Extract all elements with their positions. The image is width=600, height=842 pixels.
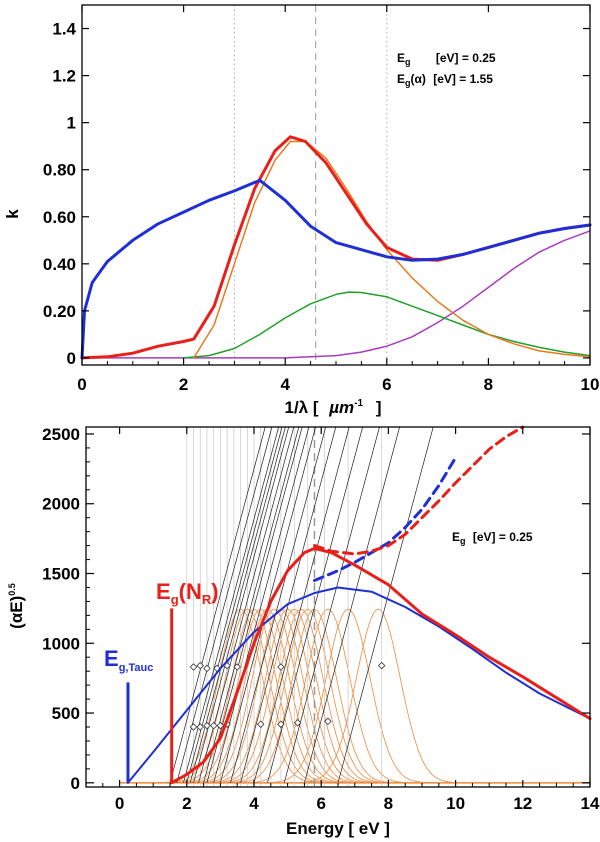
top-series-green	[182, 291, 591, 359]
bottom-x-tick-label: 2	[182, 794, 191, 813]
top-x-tick-label: 0	[77, 375, 86, 394]
top-x-tick-label: 4	[280, 375, 290, 394]
top-x-tick-label: 2	[179, 375, 188, 394]
marker-label-eg-tauc: Eg,Tauc	[104, 646, 153, 674]
top-x-tick-label: 10	[581, 375, 600, 394]
top-y-tick-label: 0.80	[43, 161, 76, 180]
diamond-marker-6	[189, 663, 198, 671]
top-y-tick-label: 0.60	[43, 208, 76, 227]
gaussian-curve-3	[153, 608, 366, 784]
top-y-tick-label: 0	[67, 349, 76, 368]
diamond-marker-1	[196, 723, 205, 731]
top-x-axis-label: 1/λ [ µm-1 ]	[285, 391, 382, 417]
diamond-marker-11	[233, 663, 241, 671]
gaussian-curve-13	[240, 608, 453, 784]
bottom-plot-frame	[85, 426, 591, 788]
bottom-y-tick-label: 500	[52, 704, 80, 723]
gaussian-curve-12	[220, 608, 433, 784]
bottom-y-tick-label: 1000	[42, 634, 80, 653]
tangent-line-16	[304, 426, 400, 783]
bottom-series-blue-dashed	[313, 456, 458, 582]
tangent-line-1	[176, 426, 273, 783]
bottom-series-blue	[127, 586, 591, 784]
top-x-tick-label: 8	[484, 375, 493, 394]
gaussian-curve-11	[207, 608, 420, 784]
top-x-tick-label: 6	[382, 375, 391, 394]
top-y-tick-label: 0.20	[43, 302, 76, 321]
gaussian-curve-5	[166, 608, 379, 784]
diamond-marker-7	[196, 661, 205, 670]
bottom-x-tick-label: 0	[115, 794, 124, 813]
top-reference-lines	[233, 5, 388, 365]
top-series-red-total	[80, 135, 592, 360]
bottom-diamond-markers	[189, 661, 386, 731]
bottom-ticks: 0 2 4 6 8 10 12 14 0 500 1000 1500 2000 2500	[42, 425, 600, 813]
diamond-marker-2	[203, 721, 211, 730]
top-ticks: 0 2 4 6 8 10 0 0.20 0.40 0.60 0.80 1 1.2 1.4	[43, 5, 600, 394]
gaussian-curve-14	[270, 608, 484, 784]
diamond-marker-14	[293, 719, 302, 727]
tangent-line-3	[186, 426, 283, 783]
tangent-line-11	[230, 426, 327, 783]
top-plot-frame	[81, 4, 591, 366]
top-series-blue-total	[80, 178, 592, 360]
diamond-marker-0	[189, 723, 198, 731]
diamond-marker-4	[216, 721, 225, 730]
tangent-line-6	[198, 426, 295, 783]
marker-label-eg-nr: Eg(NR)	[156, 579, 219, 607]
diamond-marker-17	[377, 661, 386, 670]
top-series-purple	[81, 230, 591, 359]
bottom-y-tick-label: 2000	[42, 495, 80, 514]
bottom-series-red-dashed	[313, 425, 525, 556]
tangent-line-15	[283, 426, 380, 783]
top-y-axis-label: k	[3, 209, 22, 219]
tangent-line-5	[193, 426, 290, 783]
bottom-annotation-eg: Eg [eV] = 0.25	[452, 530, 533, 547]
gaussian-curve-10	[200, 608, 413, 784]
top-series-group	[80, 135, 592, 360]
top-y-tick-label: 1	[67, 114, 76, 133]
bottom-y-tick-label: 0	[71, 774, 80, 793]
diamond-marker-13	[277, 720, 285, 728]
bottom-series-group	[127, 425, 592, 785]
tangent-line-8	[206, 426, 303, 783]
tangent-line-2	[183, 426, 279, 783]
bottom-x-tick-label: 10	[446, 794, 465, 813]
diamond-marker-12	[256, 720, 265, 728]
bottom-gap-markers	[126, 608, 174, 783]
diamond-marker-3	[209, 721, 218, 730]
diamond-marker-8	[203, 664, 211, 673]
bottom-x-tick-label: 14	[581, 794, 600, 813]
top-annotation-eg: Eg [eV] = 0.25	[397, 51, 496, 68]
tangent-line-13	[253, 426, 350, 783]
bottom-series-red	[170, 546, 592, 785]
bottom-y-tick-label: 2500	[42, 425, 80, 444]
bottom-x-tick-label: 8	[384, 794, 393, 813]
bottom-x-axis-label: Energy [ eV ]	[286, 819, 390, 838]
bottom-y-tick-label: 1500	[42, 565, 80, 584]
gaussian-curve-7	[180, 608, 393, 784]
bottom-x-tick-label: 6	[316, 794, 325, 813]
bottom-y-axis-label: (αE)0.5	[7, 583, 26, 629]
gaussian-curve-9	[193, 608, 406, 784]
tangent-line-0	[169, 426, 266, 783]
top-chart: 0 2 4 6 8 10 0 0.20 0.40 0.60 0.80 1 1.2 1.4 k 1/λ [ …	[3, 4, 600, 417]
top-y-tick-label: 1.4	[52, 20, 76, 39]
tangent-line-17	[337, 426, 434, 783]
gaussian-curve-2	[146, 608, 359, 784]
diamond-marker-15	[324, 717, 332, 726]
top-y-tick-label: 1.2	[52, 67, 76, 86]
bottom-x-tick-label: 12	[513, 794, 532, 813]
bottom-x-tick-label: 4	[249, 794, 259, 813]
top-y-tick-label: 0.40	[43, 255, 76, 274]
gaussian-curve-8	[186, 608, 400, 784]
diamond-marker-16	[277, 663, 285, 671]
top-annotation-eg-alpha: Eg(α) [eV] = 1.55	[397, 72, 493, 88]
